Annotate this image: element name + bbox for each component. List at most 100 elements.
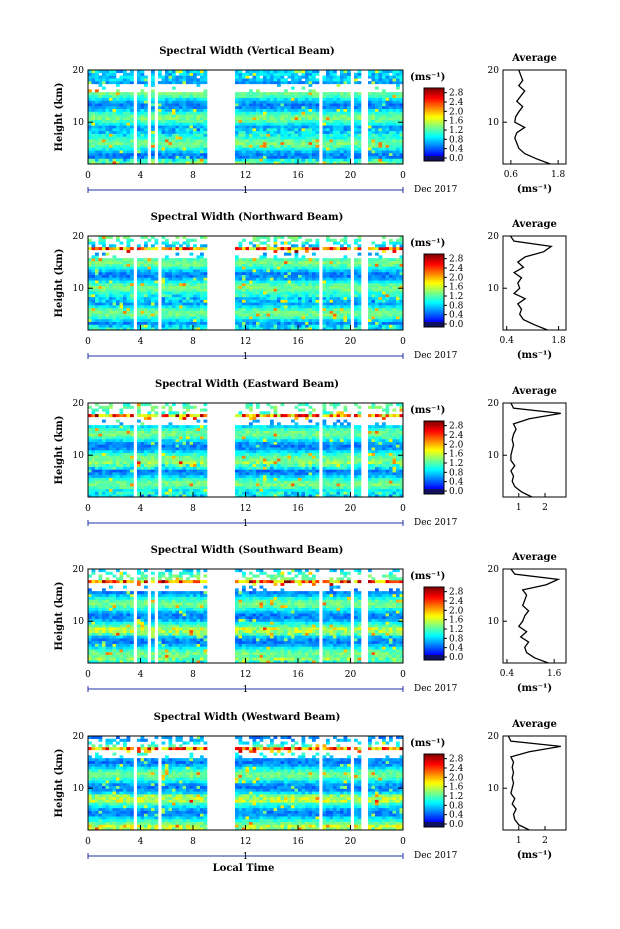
heatmap-cell [116,158,120,162]
heatmap-cell [196,271,201,275]
heatmap-cell [347,133,351,137]
colorbar-swatch [424,124,444,127]
heatmap-cell [193,117,197,121]
heatmap-cell [112,327,117,331]
heatmap-cell [105,103,110,107]
heatmap-cell [109,100,113,104]
heatmap-cell [294,94,299,98]
heatmap-cell [203,318,208,322]
heatmap-cell [371,258,376,262]
heatmap-cell [137,144,141,148]
heatmap-cell [140,305,145,309]
heatmap-cell [371,105,376,109]
heatmap-cell [375,310,379,314]
heatmap-cell [172,241,176,245]
heatmap-cell [315,310,320,314]
heatmap-cell [312,81,316,85]
heatmap-cell [235,147,239,151]
heatmap-cell [378,260,383,264]
heatmap-cell [308,310,313,314]
heatmap-cell [259,283,264,287]
heatmap-cell [238,78,243,82]
heatmap-cell [203,155,208,159]
heatmap-cell [371,130,376,134]
heatmap-cell [242,136,246,140]
heatmap-cell [399,150,404,154]
y-axis-label: Height (km) [54,249,65,318]
heatmap-cell [392,310,397,314]
heatmap-cell [95,444,99,448]
heatmap-cell [175,70,180,74]
heatmap-cell [326,269,330,273]
heatmap-cell [91,266,96,270]
heatmap-cell [102,302,106,306]
heatmap-cell [130,111,134,115]
heatmap-cell [291,130,295,134]
heatmap-cell [235,316,239,320]
heatmap-cell [333,271,337,275]
heatmap-cell [95,296,99,300]
heatmap-cell [144,130,148,134]
heatmap-cell [130,81,134,85]
heatmap-cell [308,72,313,76]
heatmap-cell [245,277,250,281]
heatmap-cell [322,103,327,107]
heatmap-cell [140,158,145,162]
heatmap-cell [266,296,271,300]
heatmap-cell [172,119,176,123]
heatmap-cell [238,155,243,159]
heatmap-cell [333,94,337,98]
heatmap-cell [140,302,145,306]
heatmap-cell [333,130,337,134]
heatmap-cell [116,488,120,492]
heatmap-cell [147,321,152,325]
heatmap-cell [102,81,106,85]
colorbar-swatch [424,153,444,156]
heatmap-cell [196,119,201,123]
heatmap-cell [144,302,148,306]
heatmap-cell [88,125,92,129]
heatmap-cell [392,100,397,104]
heatmap-cell [245,288,250,292]
heatmap-cell [368,305,372,309]
heatmap-cell [98,70,103,74]
heatmap-cell [165,70,169,74]
heatmap-cell [280,327,285,331]
heatmap-cell [284,302,288,306]
heatmap-cell [161,296,166,300]
heatmap-cell [312,161,316,165]
heatmap-cell [347,111,351,115]
heatmap-cell [368,70,372,74]
average-frame [502,69,567,165]
heatmap-cell [382,114,386,118]
heatmap-cell [284,92,288,96]
heatmap-cell [312,277,316,281]
heatmap-cell [266,263,271,267]
heatmap-cell [172,130,176,134]
heatmap-cell [357,288,362,292]
heatmap-cell [378,291,383,295]
heatmap-cell [256,114,260,118]
heatmap-cell [322,291,327,295]
heatmap-cell [123,100,127,104]
heatmap-cell [119,310,124,314]
heatmap-cell [242,271,246,275]
heatmap-cell [249,258,253,262]
heatmap-cell [340,318,344,322]
heatmap-cell [259,70,264,74]
heatmap-cell [91,450,96,454]
heatmap-cell [137,321,141,325]
heatmap-cell [242,114,246,118]
heatmap-cell [151,83,155,87]
heatmap-cell [161,241,166,245]
heatmap-cell [291,313,295,317]
heatmap-cell [88,283,92,287]
heatmap-cell [294,299,299,303]
heatmap-cell [140,294,145,298]
heatmap-cell [112,461,117,465]
heatmap-cell [382,327,386,331]
heatmap-cell [301,130,306,134]
heatmap-cell [179,260,183,264]
heatmap-cell [161,103,166,107]
heatmap-cell [168,81,173,85]
